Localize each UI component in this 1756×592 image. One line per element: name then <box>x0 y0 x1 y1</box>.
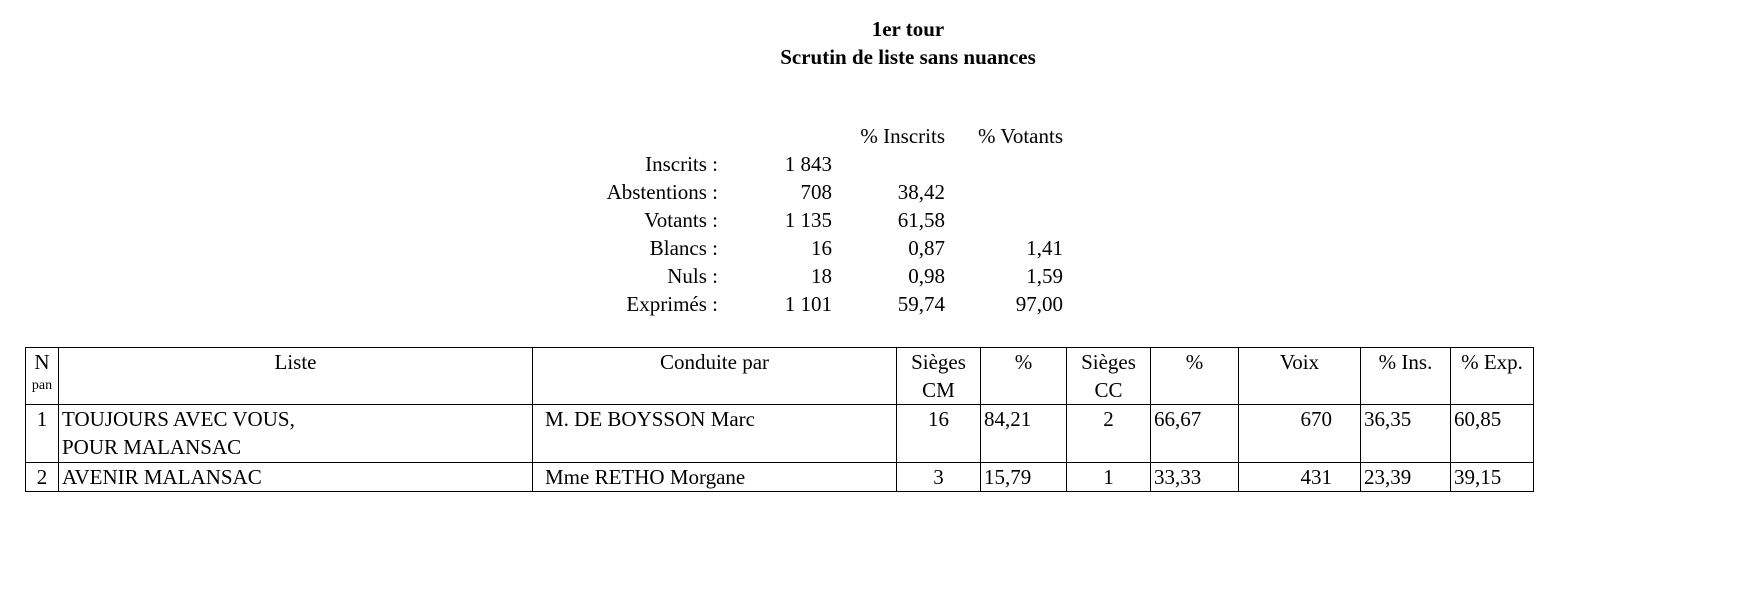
stat-pct-votants: 97,00 <box>1015 292 1063 316</box>
stat-value: 1 101 <box>784 292 832 316</box>
cell-voix: 431 <box>1238 462 1361 492</box>
ballot-type-title: Scrutin de liste sans nuances <box>780 45 1036 69</box>
table-row: 2 AVENIR MALANSAC Mme RETHO Morgane 3 15… <box>25 462 1534 492</box>
cell-pct-cc: 33,33 <box>1150 462 1239 492</box>
stat-value: 18 <box>811 264 832 288</box>
cell-liste: TOUJOURS AVEC VOUS, POUR MALANSAC <box>58 404 533 463</box>
header-pct-inscrits: % Inscrits <box>860 124 945 148</box>
cell-sieges-cm: 16 <box>896 404 981 463</box>
cell-voix: 670 <box>1238 404 1361 463</box>
stat-pct-inscrits: 0,87 <box>908 236 945 260</box>
header-voix: Voix <box>1238 347 1361 405</box>
cell-conduite: M. DE BOYSSON Marc <box>532 404 897 463</box>
stat-pct-inscrits: 61,58 <box>897 208 945 232</box>
header-sieges-cc: Sièges CC <box>1066 347 1151 405</box>
stat-value: 1 135 <box>784 208 832 232</box>
cell-liste: AVENIR MALANSAC <box>58 462 533 492</box>
stat-label: Nuls : <box>667 264 718 288</box>
round-title: 1er tour <box>871 17 945 41</box>
cell-pct-ins: 23,39 <box>1360 462 1451 492</box>
cell-pct-cc: 66,67 <box>1150 404 1239 463</box>
header-pct-cm: % <box>980 347 1067 405</box>
header-pan: pan <box>31 378 53 393</box>
header-pct-votants: % Votants <box>978 124 1063 148</box>
stat-value: 708 <box>800 180 833 204</box>
header-pct-cc: % <box>1150 347 1239 405</box>
header-liste: Liste <box>58 347 533 405</box>
stat-label: Votants : <box>644 208 718 232</box>
cell-pct-ins: 36,35 <box>1360 404 1451 463</box>
cell-pct-cm: 15,79 <box>980 462 1067 492</box>
stat-pct-votants: 1,59 <box>1026 264 1063 288</box>
header-n: N <box>34 350 50 374</box>
stat-label: Exprimés : <box>626 292 718 316</box>
cell-conduite: Mme RETHO Morgane <box>532 462 897 492</box>
cell-n: 2 <box>25 462 59 492</box>
header-pct-exp: % Exp. <box>1450 347 1534 405</box>
cell-n: 1 <box>25 404 59 463</box>
cell-sieges-cm: 3 <box>896 462 981 492</box>
stat-pct-inscrits: 59,74 <box>897 292 945 316</box>
header-conduite: Conduite par <box>532 347 897 405</box>
stat-label: Abstentions : <box>606 180 718 204</box>
cell-pct-exp: 60,85 <box>1450 404 1534 463</box>
cell-sieges-cc: 2 <box>1066 404 1151 463</box>
cell-pct-cm: 84,21 <box>980 404 1067 463</box>
header-pct-ins: % Ins. <box>1360 347 1451 405</box>
cell-sieges-cc: 1 <box>1066 462 1151 492</box>
stat-label: Inscrits : <box>645 152 718 176</box>
header-sieges-cm: Sièges CM <box>896 347 981 405</box>
stat-pct-inscrits: 38,42 <box>897 180 945 204</box>
stat-value: 16 <box>811 236 832 260</box>
stat-value: 1 843 <box>784 152 832 176</box>
cell-pct-exp: 39,15 <box>1450 462 1534 492</box>
stat-pct-votants: 1,41 <box>1026 236 1063 260</box>
table-row: 1 TOUJOURS AVEC VOUS, POUR MALANSAC M. D… <box>25 404 1534 463</box>
stat-label: Blancs : <box>649 236 718 260</box>
stat-pct-inscrits: 0,98 <box>908 264 945 288</box>
